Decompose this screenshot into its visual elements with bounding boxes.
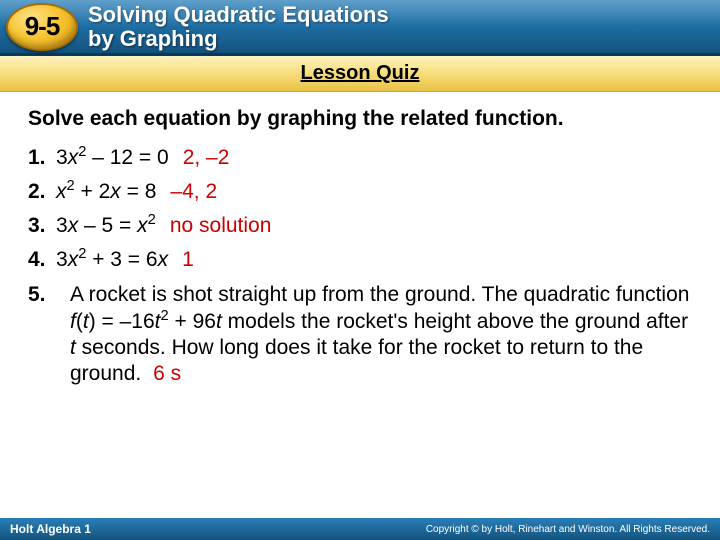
problem-answer: 1: [182, 248, 194, 272]
problem-row: 4. 3x2 + 3 = 6x 1: [28, 248, 692, 272]
title-line-2: by Graphing: [88, 27, 389, 50]
problem-number: 4.: [28, 248, 56, 272]
problem-number: 1.: [28, 146, 56, 170]
footer-bar: Holt Algebra 1 Copyright © by Holt, Rine…: [0, 518, 720, 540]
problem-answer: no solution: [170, 214, 272, 238]
footer-book-title: Holt Algebra 1: [10, 522, 91, 536]
instruction-text: Solve each equation by graphing the rela…: [28, 106, 692, 132]
problem-row: 3. 3x – 5 = x2 no solution: [28, 214, 692, 238]
word-problem: 5. A rocket is shot straight up from the…: [28, 282, 692, 387]
problem-expression: 3x2 + 3 = 6x: [56, 248, 168, 272]
content-area: Solve each equation by graphing the rela…: [0, 92, 720, 387]
problem-number: 3.: [28, 214, 56, 238]
problem-answer: –4, 2: [170, 180, 217, 204]
problem-list: 1. 3x2 – 12 = 0 2, –2 2. x2 + 2x = 8 –4,…: [28, 146, 692, 272]
problem-expression: 3x2 – 12 = 0: [56, 146, 169, 170]
problem-number: 5.: [28, 282, 56, 387]
lesson-number: 9-5: [25, 11, 60, 42]
lesson-badge: 9-5: [6, 3, 78, 51]
quiz-banner-label: Lesson Quiz: [301, 62, 420, 85]
footer-copyright: Copyright © by Holt, Rinehart and Winsto…: [426, 524, 710, 535]
problem-number: 2.: [28, 180, 56, 204]
title-line-1: Solving Quadratic Equations: [88, 3, 389, 26]
lesson-title: Solving Quadratic Equations by Graphing: [88, 3, 389, 49]
quiz-banner: Lesson Quiz: [0, 56, 720, 92]
word-problem-answer: 6 s: [153, 362, 181, 385]
problem-row: 2. x2 + 2x = 8 –4, 2: [28, 180, 692, 204]
word-problem-text: A rocket is shot straight up from the gr…: [56, 282, 692, 387]
problem-row: 1. 3x2 – 12 = 0 2, –2: [28, 146, 692, 170]
problem-expression: x2 + 2x = 8: [56, 180, 156, 204]
problem-answer: 2, –2: [183, 146, 230, 170]
problem-expression: 3x – 5 = x2: [56, 214, 156, 238]
header-bar: 9-5 Solving Quadratic Equations by Graph…: [0, 0, 720, 56]
